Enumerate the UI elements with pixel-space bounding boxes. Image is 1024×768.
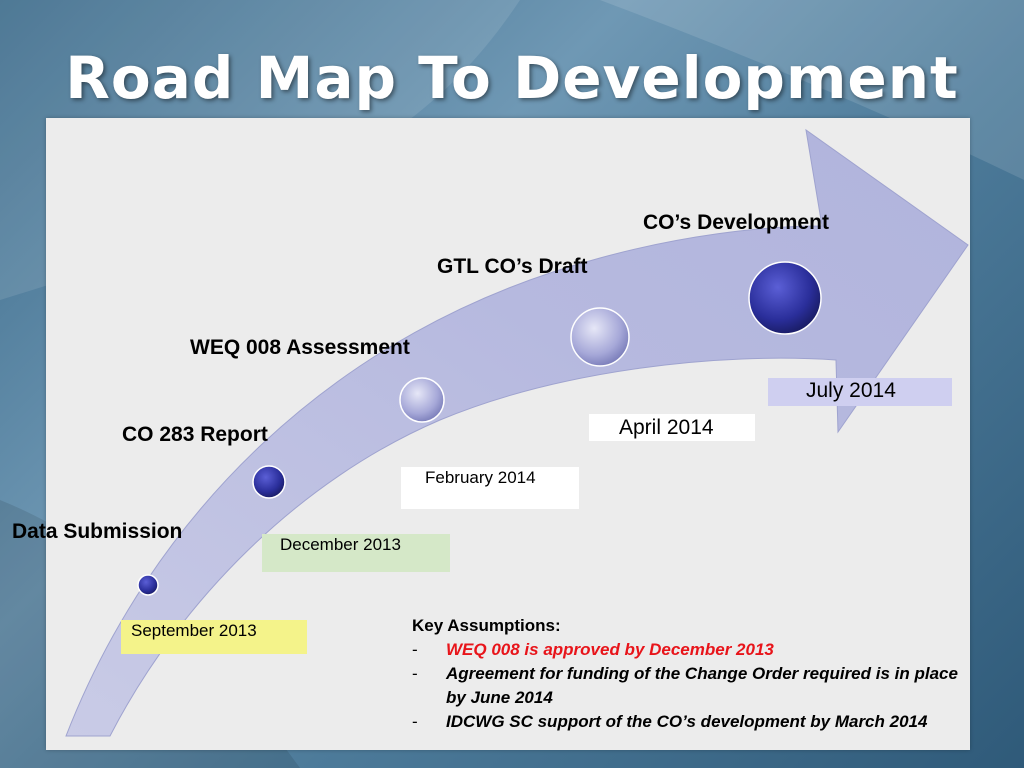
assumption-dash: - — [412, 664, 418, 683]
milestone-label-weq-008: WEQ 008 Assessment — [190, 336, 410, 359]
date-box-september-2013: September 2013 — [121, 620, 307, 654]
key-assumptions: Key Assumptions: - WEQ 008 is approved b… — [412, 614, 972, 734]
date-box-december-2013: December 2013 — [262, 534, 450, 572]
assumption-item-3: - IDCWG SC support of the CO’s developme… — [412, 710, 972, 734]
arrow-shape — [65, 128, 969, 737]
milestone-dot-4 — [570, 307, 630, 367]
milestone-label-gtl-draft: GTL CO’s Draft — [437, 255, 588, 278]
milestone-label-data-submission: Data Submission — [12, 520, 183, 543]
milestone-dot-1 — [137, 574, 159, 596]
date-box-february-2014: February 2014 — [401, 467, 579, 509]
milestone-dot-2 — [252, 465, 286, 499]
milestone-label-co-development: CO’s Development — [643, 211, 829, 234]
date-box-july-2014: July 2014 — [768, 378, 952, 406]
assumption-text: IDCWG SC support of the CO’s development… — [446, 712, 928, 731]
assumption-text: WEQ 008 is approved by December 2013 — [446, 640, 774, 659]
milestone-dot-5 — [748, 261, 822, 335]
date-box-april-2014: April 2014 — [589, 414, 755, 441]
milestone-dot-3 — [399, 377, 445, 423]
assumption-item-1: - WEQ 008 is approved by December 2013 — [412, 638, 972, 662]
assumption-dash: - — [412, 640, 418, 659]
milestone-label-co-283-report: CO 283 Report — [122, 423, 268, 446]
assumption-dash: - — [412, 712, 418, 731]
key-assumptions-heading: Key Assumptions: — [412, 616, 561, 635]
page-title: Road Map To Development — [65, 44, 959, 112]
assumption-text: Agreement for funding of the Change Orde… — [446, 664, 958, 707]
assumption-item-2: - Agreement for funding of the Change Or… — [412, 662, 972, 710]
